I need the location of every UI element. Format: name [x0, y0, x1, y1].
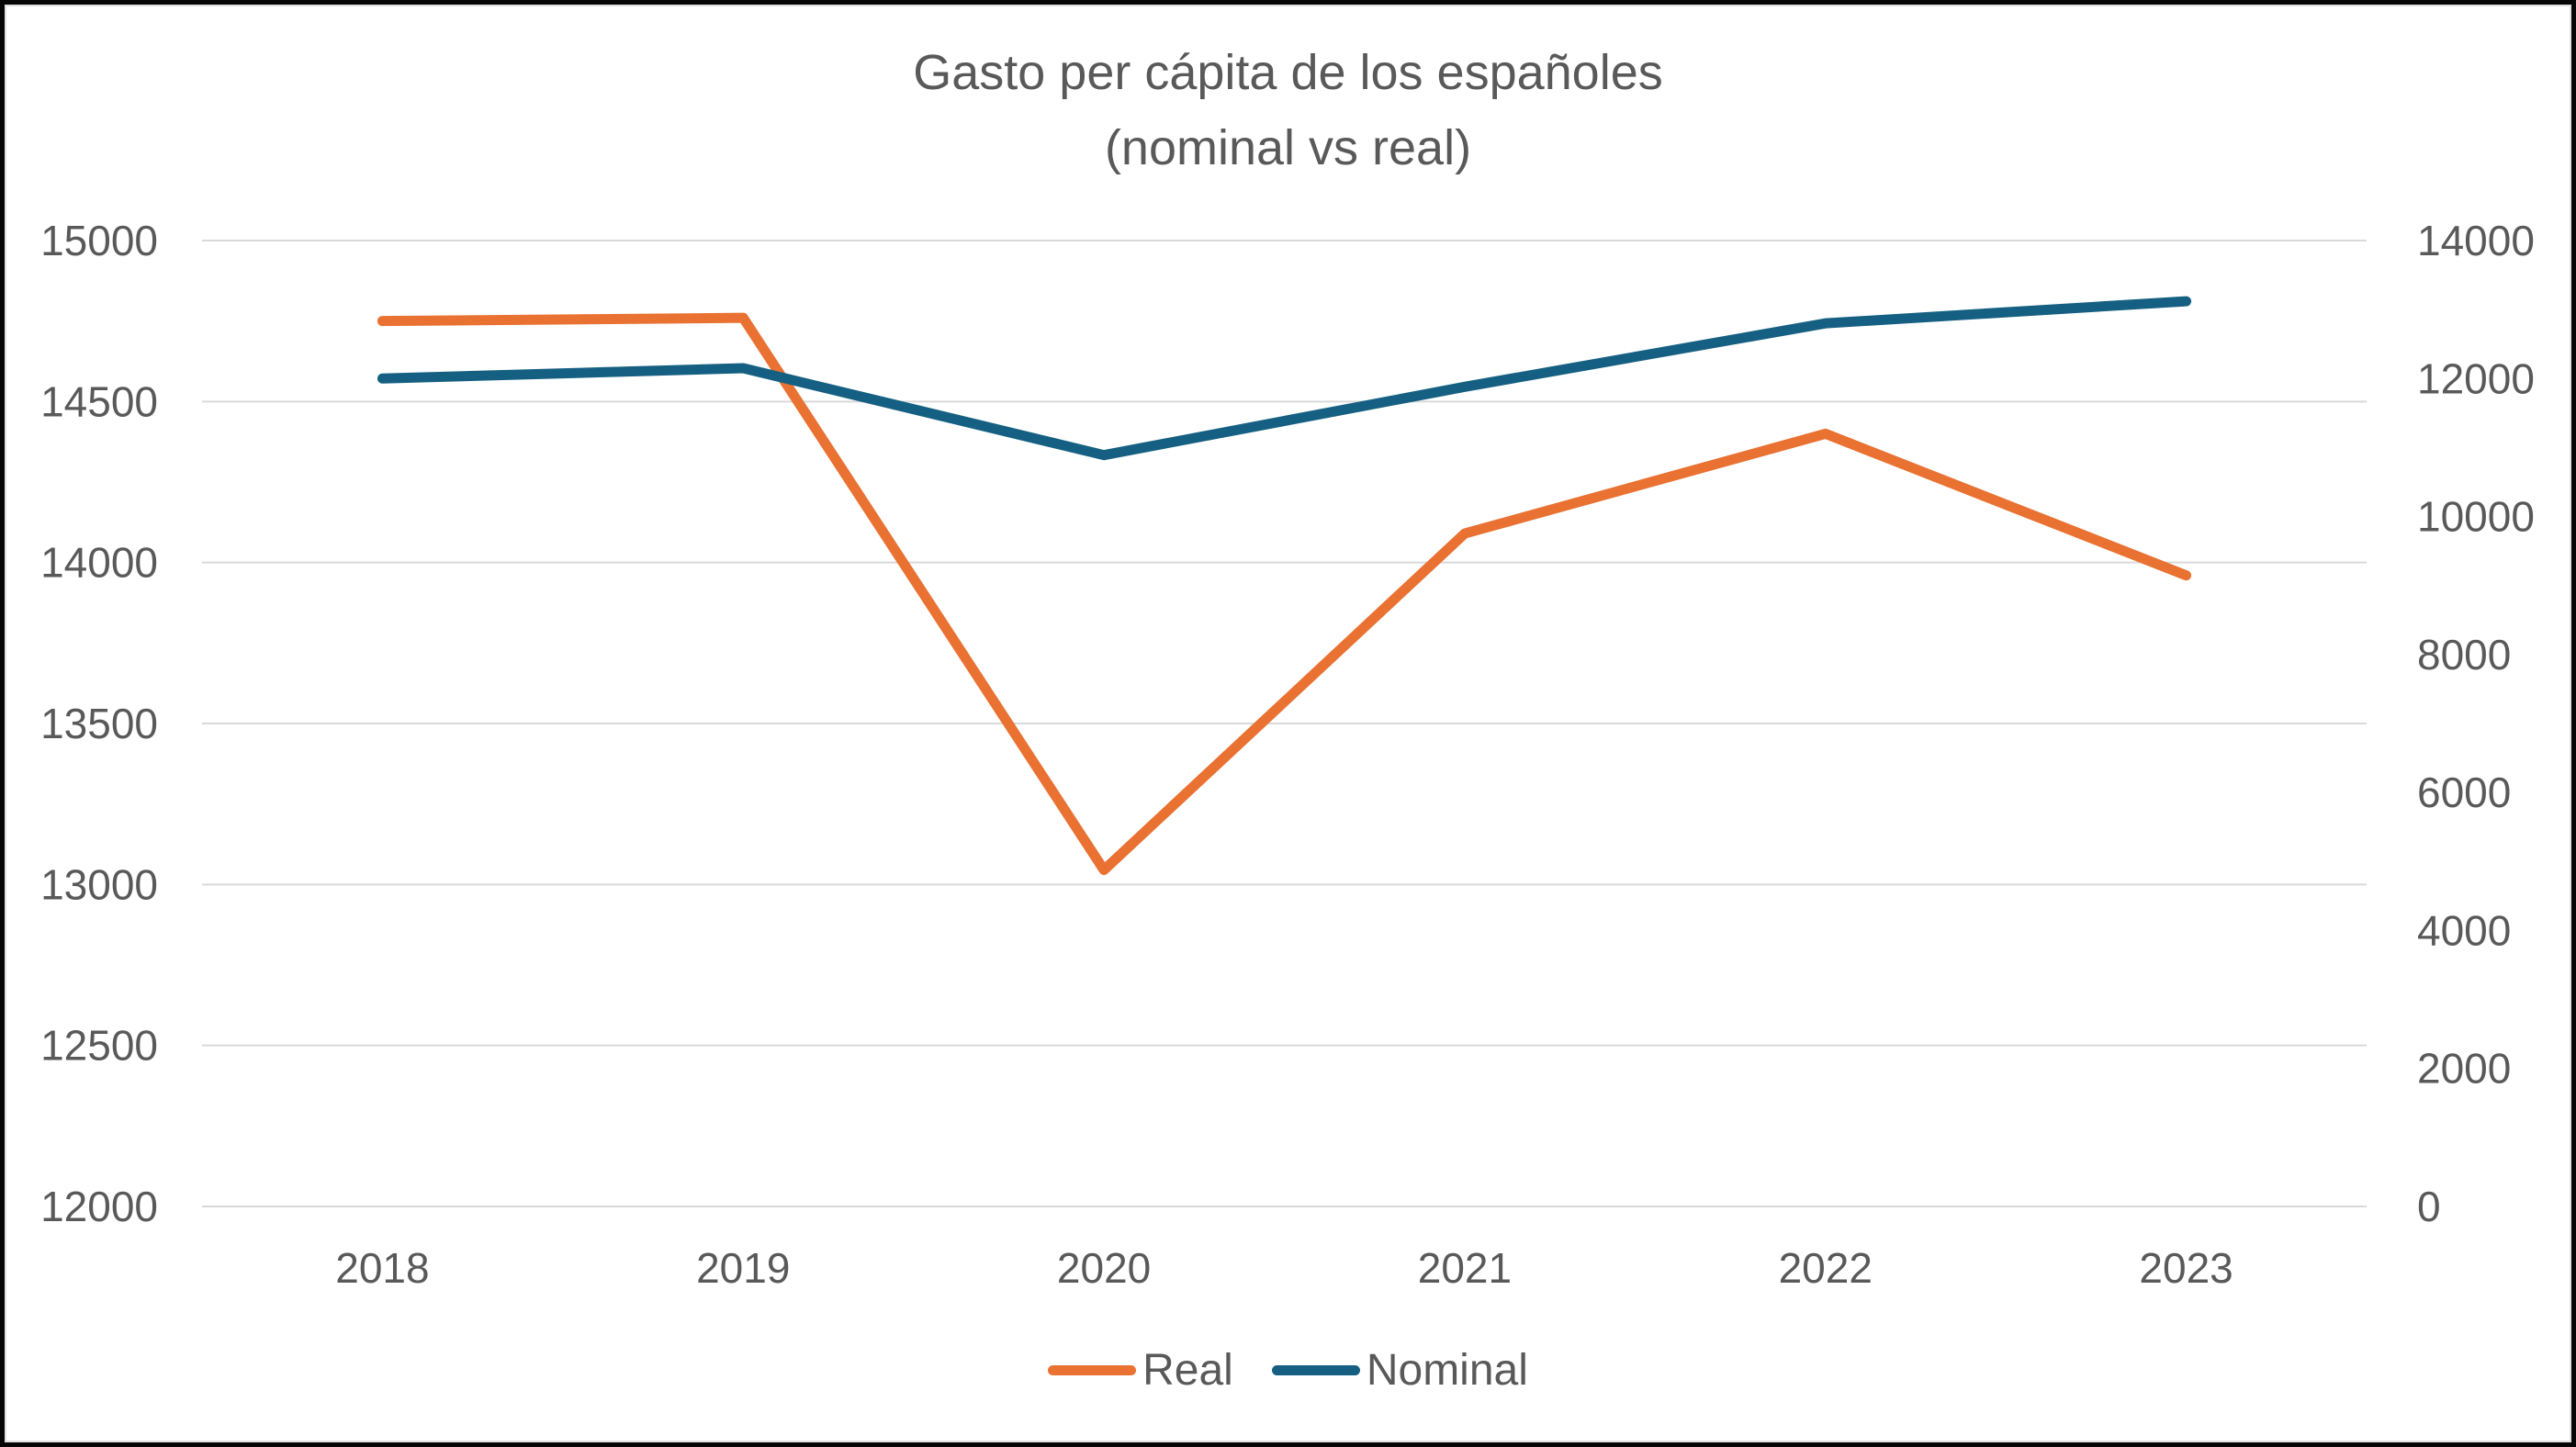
y-axis-right-tick-label: 2000: [2417, 1045, 2511, 1093]
nominal-line: [377, 296, 2192, 461]
y-axis-left-tick-label: 12000: [40, 1183, 158, 1230]
x-axis-tick-label: 2023: [2139, 1244, 2233, 1292]
x-axis-tick-label: 2020: [1057, 1244, 1151, 1292]
legend-label-real: Real: [1142, 1345, 1233, 1395]
x-axis-tick-label: 2022: [1779, 1244, 1873, 1292]
y-axis-right-tick-label: 8000: [2417, 631, 2511, 679]
chart-title-line1: Gasto per cápita de los españoles: [913, 45, 1663, 100]
y-axis-right-tick-label: 6000: [2417, 768, 2511, 816]
y-axis-left-tick-label: 12500: [40, 1022, 158, 1070]
x-axis-tick-label: 2019: [696, 1244, 790, 1292]
legend: Real Nominal: [0, 1344, 2576, 1396]
legend-item-real: Real: [1048, 1345, 1233, 1396]
x-axis-tick-label: 2021: [1418, 1244, 1512, 1292]
y-axis-right-tick-label: 14000: [2417, 217, 2535, 264]
x-axis-tick-label: 2018: [335, 1244, 429, 1292]
y-axis-left-tick-label: 13000: [40, 860, 158, 908]
legend-label-nominal: Nominal: [1366, 1345, 1528, 1395]
chart-title-line2: (nominal vs real): [1104, 120, 1472, 175]
y-axis-right-tick-label: 12000: [2417, 354, 2535, 402]
legend-item-nominal: Nominal: [1271, 1345, 1528, 1396]
y-axis-left-tick-label: 13500: [40, 700, 158, 747]
real-line: [377, 312, 2192, 876]
legend-line-real-icon: [1048, 1364, 1137, 1375]
y-axis-right-tick-label: 10000: [2417, 493, 2535, 541]
y-axis-right-tick-label: 4000: [2417, 906, 2511, 954]
y-axis-left-tick-label: 14000: [40, 539, 158, 587]
y-axis-left-tick-label: 15000: [40, 217, 158, 264]
legend-line-nominal-icon: [1271, 1364, 1360, 1375]
y-axis-left-tick-label: 14500: [40, 377, 158, 425]
chart-title: Gasto per cápita de los españoles (nomin…: [0, 35, 2576, 185]
y-axis-right-tick-label: 0: [2417, 1183, 2441, 1230]
